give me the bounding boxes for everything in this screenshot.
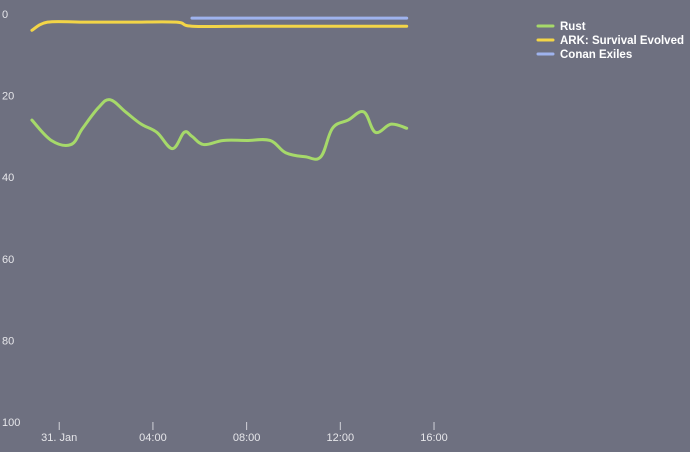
series-line-ark-survival-evolved[interactable] [30, 20, 409, 32]
y-tick-label: 100 [2, 417, 20, 429]
y-axis: 0 20 40 60 80 100 [2, 9, 20, 429]
legend-label: ARK: Survival Evolved [560, 35, 684, 47]
legend-label: Rust [560, 21, 586, 33]
y-tick-label: 0 [2, 9, 8, 21]
legend-item-ark-survival-evolved[interactable]: ARK: Survival Evolved [536, 35, 684, 47]
x-tick-label: 08:00 [233, 432, 261, 444]
x-tick-label: 16:00 [420, 432, 448, 444]
y-tick-label: 60 [2, 254, 14, 266]
legend-item-rust[interactable]: Rust [536, 21, 586, 33]
x-tick-label: 12:00 [327, 432, 355, 444]
y-tick-label: 20 [2, 91, 14, 103]
legend-item-conan-exiles[interactable]: Conan Exiles [536, 49, 632, 61]
y-tick-label: 80 [2, 335, 14, 347]
series-line-rust[interactable] [30, 98, 409, 161]
legend: Rust ARK: Survival Evolved Conan Exiles [536, 21, 684, 61]
y-tick-label: 40 [2, 172, 14, 184]
x-axis: 31. Jan 04:00 08:00 12:00 16:00 [41, 422, 448, 444]
legend-label: Conan Exiles [560, 49, 632, 61]
series-layer [30, 16, 409, 161]
x-tick-label: 04:00 [139, 432, 167, 444]
x-tick-label: 31. Jan [41, 432, 77, 444]
